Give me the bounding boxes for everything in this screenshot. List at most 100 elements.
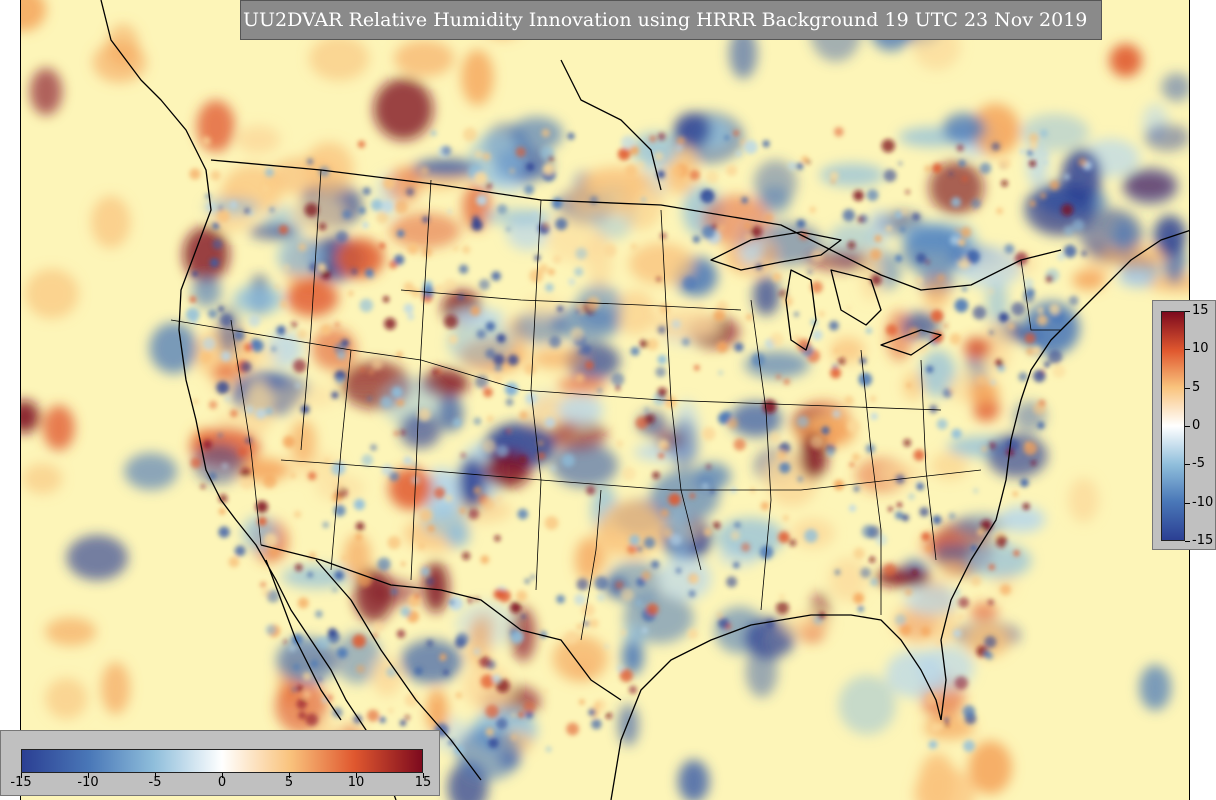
- innovation-speck: [970, 545, 977, 552]
- innovation-speck: [393, 254, 405, 266]
- innovation-blob: [21, 0, 47, 32]
- pacific-coastline: [100, 0, 397, 800]
- innovation-speck: [548, 268, 555, 276]
- innovation-speck: [641, 627, 648, 634]
- innovation-speck: [557, 305, 564, 312]
- innovation-speck: [1019, 148, 1026, 155]
- innovation-speck: [426, 639, 434, 647]
- innovation-speck: [322, 697, 328, 703]
- innovation-speck: [926, 545, 932, 552]
- innovation-speck: [846, 305, 852, 311]
- innovation-speck: [357, 140, 366, 148]
- innovation-speck: [886, 225, 892, 232]
- innovation-speck: [1045, 275, 1054, 283]
- innovation-speck: [473, 417, 482, 426]
- innovation-speck: [847, 420, 860, 433]
- innovation-speck: [988, 564, 995, 571]
- innovation-speck: [331, 391, 339, 399]
- innovation-speck: [524, 578, 530, 584]
- innovation-speck: [1023, 278, 1034, 289]
- innovation-speck: [393, 430, 399, 436]
- innovation-speck: [885, 324, 898, 336]
- innovation-speck: [434, 284, 444, 294]
- innovation-speck: [853, 190, 864, 202]
- coastlines-and-borders: [100, 0, 1189, 800]
- innovation-speck: [485, 183, 492, 189]
- colorbar-tick-label: -10: [77, 775, 99, 790]
- innovation-speck: [521, 614, 526, 619]
- state-line: [410, 179, 432, 581]
- innovation-speck: [979, 162, 992, 174]
- innovation-blob: [1109, 43, 1142, 77]
- innovation-speck: [638, 162, 644, 168]
- innovation-blob: [304, 142, 354, 196]
- innovation-speck: [278, 225, 289, 235]
- innovation-speck: [962, 286, 968, 292]
- innovation-speck: [318, 166, 330, 178]
- innovation-speck: [778, 531, 790, 543]
- innovation-speck: [307, 471, 317, 481]
- innovation-speck: [260, 581, 267, 588]
- innovation-speck: [336, 230, 348, 243]
- colorbar-tick: [222, 773, 223, 778]
- innovation-speck: [337, 351, 346, 360]
- innovation-blob: [549, 419, 608, 451]
- innovation-speck: [1078, 157, 1088, 167]
- innovation-speck: [718, 412, 730, 425]
- innovation-speck: [327, 695, 333, 701]
- innovation-speck: [303, 690, 311, 699]
- innovation-speck: [713, 521, 721, 530]
- innovation-speck: [1063, 225, 1075, 236]
- innovation-speck: [306, 158, 314, 165]
- innovation-speck: [496, 333, 506, 343]
- innovation-speck: [960, 226, 972, 238]
- innovation-speck: [537, 451, 546, 460]
- innovation-speck: [751, 352, 765, 367]
- innovation-speck: [386, 666, 397, 678]
- innovation-speck: [237, 447, 247, 457]
- innovation-speck: [1052, 312, 1065, 324]
- innovation-speck: [327, 627, 338, 638]
- innovation-speck: [694, 365, 700, 371]
- innovation-speck: [269, 207, 275, 213]
- innovation-speck: [486, 415, 494, 423]
- innovation-blob: [830, 337, 865, 364]
- innovation-speck: [636, 545, 643, 553]
- horizontal-colorbar-gradient: [21, 749, 423, 773]
- innovation-speck: [741, 542, 751, 552]
- innovation-speck: [394, 200, 408, 214]
- colorbar-tick-label: 15: [414, 775, 432, 790]
- innovation-speck: [895, 211, 903, 219]
- innovation-speck: [937, 273, 946, 283]
- innovation-blob: [1122, 167, 1179, 205]
- innovation-blob: [650, 470, 720, 523]
- innovation-speck: [683, 276, 697, 290]
- innovation-speck: [1030, 460, 1037, 466]
- innovation-speck: [370, 199, 383, 211]
- innovation-speck: [532, 211, 538, 217]
- innovation-speck: [550, 465, 556, 472]
- innovation-speck: [897, 502, 902, 508]
- innovation-blob: [22, 463, 63, 495]
- innovation-speck: [304, 203, 319, 217]
- innovation-speck: [320, 324, 332, 335]
- innovation-speck: [387, 536, 401, 550]
- innovation-speck: [870, 274, 882, 286]
- gulf-coast: [610, 614, 942, 800]
- innovation-speck: [895, 254, 903, 263]
- innovation-speck: [989, 330, 994, 335]
- innovation-speck: [291, 687, 297, 693]
- innovation-speck: [482, 497, 495, 511]
- innovation-blob: [450, 308, 504, 326]
- innovation-blob: [759, 186, 791, 216]
- innovation-speck: [574, 593, 586, 606]
- innovation-speck: [1008, 323, 1015, 330]
- innovation-blob: [311, 327, 357, 371]
- innovation-speck: [1028, 133, 1039, 143]
- innovation-speck: [185, 307, 200, 322]
- innovation-speck: [834, 127, 844, 137]
- state-line: [400, 289, 742, 311]
- innovation-speck: [248, 314, 261, 328]
- innovation-speck: [479, 656, 491, 668]
- innovation-speck: [396, 399, 405, 407]
